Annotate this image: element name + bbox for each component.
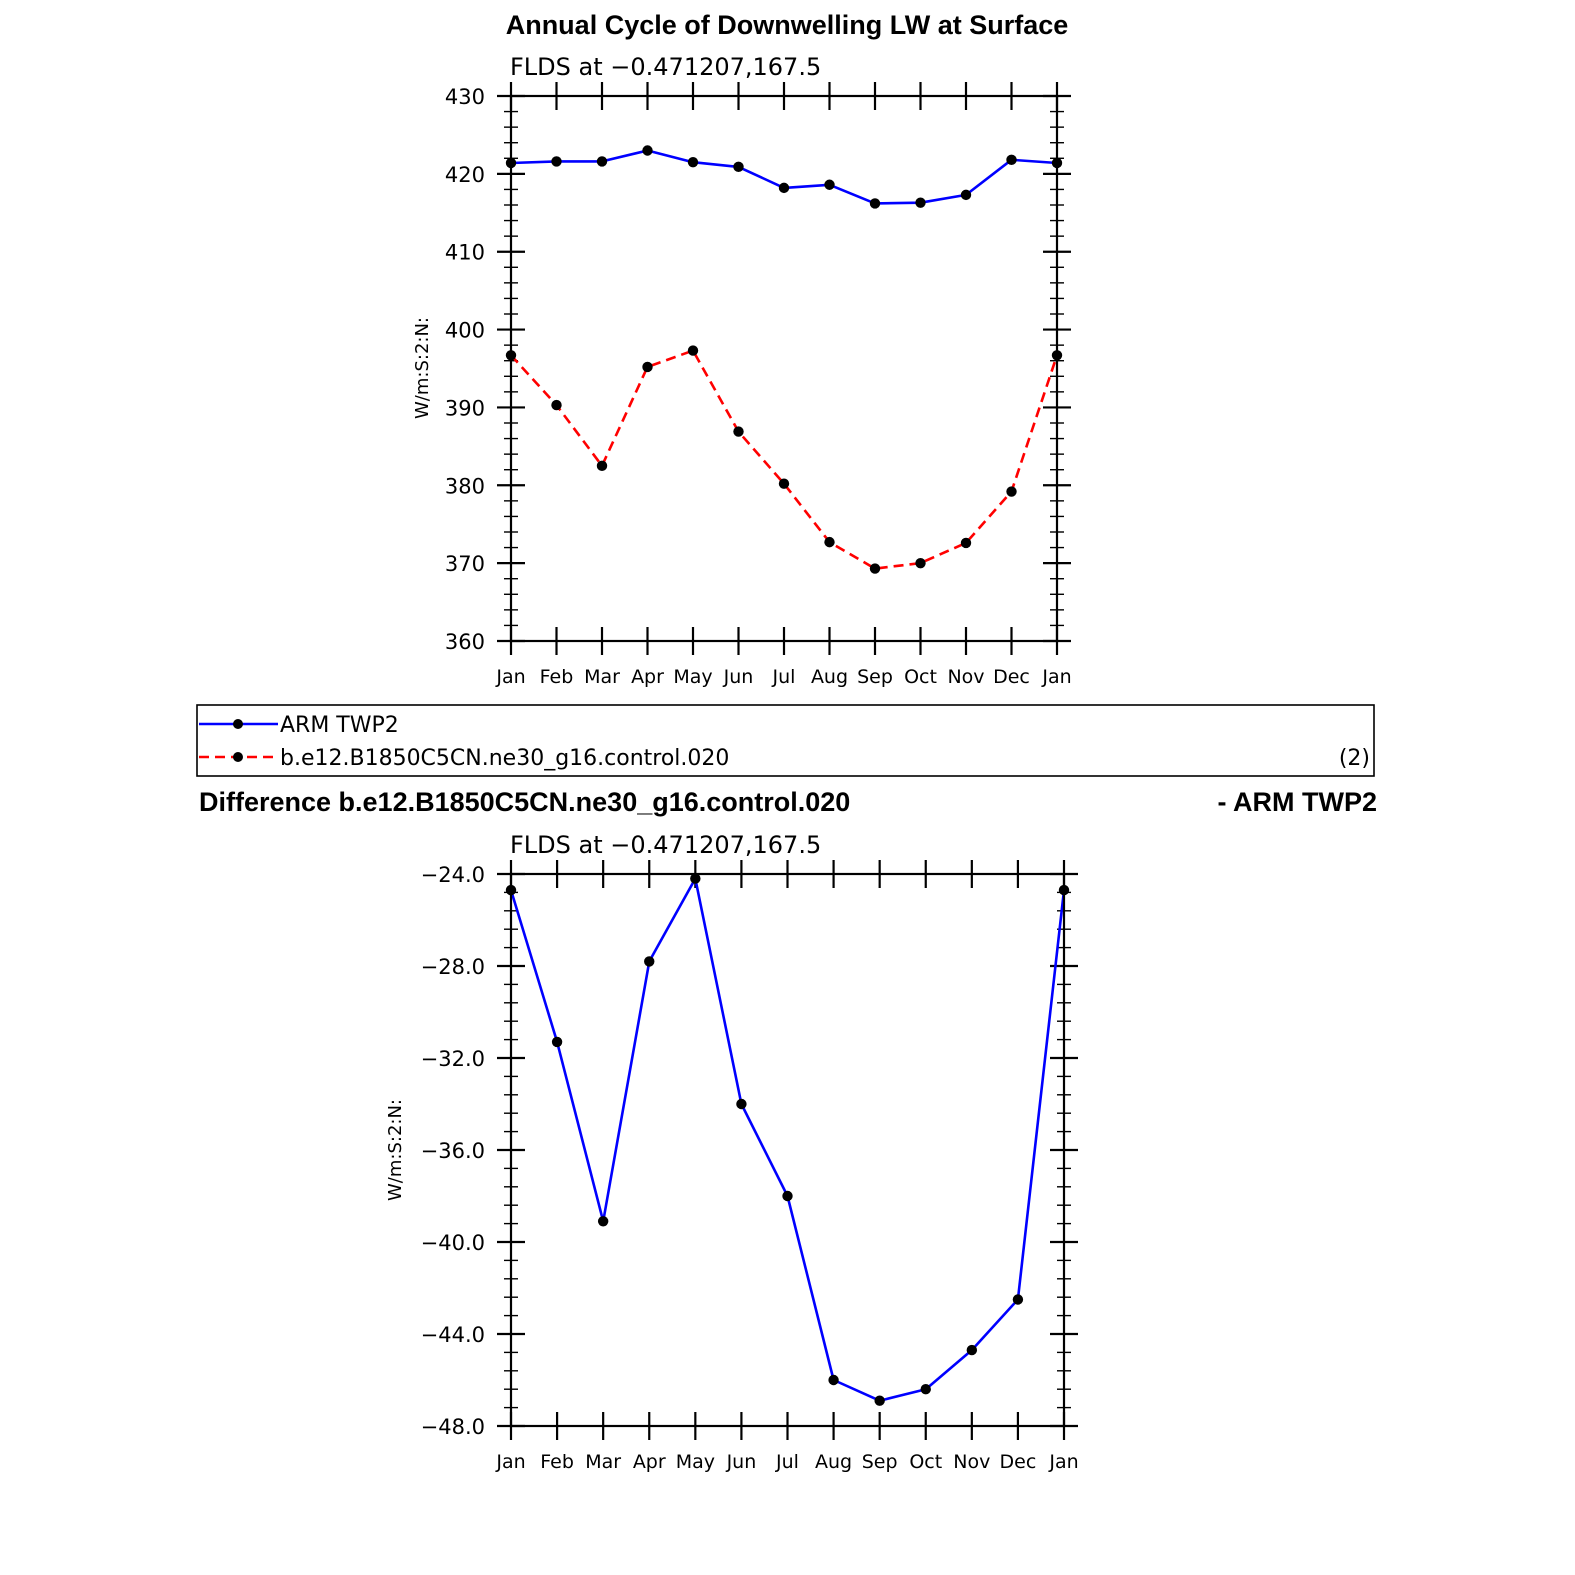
top-chart-series-1-point [960,537,972,549]
top-chart-series-0-point [687,156,699,168]
top-chart-xtick-label: Nov [947,666,984,688]
top-chart-xtick-label: Feb [540,666,574,688]
top-chart-xtick-label: Oct [904,666,937,688]
top-chart-frame [509,94,1059,643]
bottom-chart-title-left: Difference b.e12.B1850C5CN.ne30_g16.cont… [199,787,850,817]
top-chart-series-0-point [1006,154,1017,166]
bottom-chart-xtick-label: Mar [585,1451,621,1473]
bottom-chart-series-0-point [597,1216,609,1227]
top-chart-xtick-label: Jan [1041,666,1071,688]
top-chart-xtick-label: May [673,666,712,688]
bottom-chart-subtitle: FLDS at −0.471207,167.5 [510,831,821,859]
bottom-chart-xtick-label: Oct [909,1451,942,1473]
bottom-chart-ytick-label: −44.0 [421,1323,485,1347]
top-chart-ylabel: W/m:S:2:N: [412,317,433,419]
top-chart-ytick-label: 360 [445,630,485,654]
bottom-chart-series-line-0 [509,877,1066,1402]
legend-label-model: b.e12.B1850C5CN.ne30_g16.control.020 [280,746,729,771]
bottom-chart-ytick-label: −28.0 [421,955,485,979]
bottom-chart-xtick-label: Jul [775,1451,799,1473]
top-chart-series [505,145,1063,574]
top-chart-series-0-point [778,182,790,194]
bottom-chart-ytick-label: −32.0 [421,1047,485,1071]
top-chart-series-0-point [915,197,926,208]
top-chart-xtick-label: Jul [772,666,796,688]
bottom-chart-series [505,873,1070,1406]
top-chart-series-0-point [824,179,835,190]
top-chart-subtitle: FLDS at −0.471207,167.5 [510,53,821,81]
bottom-chart-series-0-point [551,1036,563,1048]
top-chart-series-0-point [596,156,608,167]
bottom-chart-ylabel: W/m:S:2:N: [385,1099,406,1201]
bottom-chart-series-0-point [874,1395,885,1406]
top-chart-series-0-point [551,156,562,167]
bottom-chart-series-0-point [782,1190,793,1202]
top-chart-series-0-point [642,145,653,156]
bottom-chart-xtick-label: Jun [726,1451,757,1473]
bottom-chart-xtick-label: Dec [1000,1451,1037,1473]
top-chart-series-1-point [915,557,926,569]
bottom-chart-series-0-point [736,1098,747,1110]
top-chart-xtick-label: Mar [584,666,620,688]
bottom-chart-xtick-label: Jan [495,1451,525,1473]
bottom-chart-ytick-label: −36.0 [421,1139,485,1163]
bottom-chart-frame [509,872,1066,1428]
bottom-chart-series-0-point [644,956,655,967]
top-chart-series-1-point [869,563,881,574]
top-chart-ytick-label: 410 [445,241,485,265]
legend-frame [196,704,1375,777]
top-chart-ytick-label: 430 [445,85,485,109]
top-chart-series-1-point [551,399,562,411]
top-chart-xtick-label: Jun [723,666,754,688]
top-chart-xtick-label: Sep [857,666,893,688]
bottom-chart-series-0-point [920,1384,931,1395]
bottom-chart-ticks: −48.0 −44.0 −40.0 −36.0 −32.0 −28.0 −24.0 Jan Fe… [421,860,1079,1473]
top-chart: FLDS at −0.471207,167.5 W/m:S:2:N: 360 37… [412,53,1072,688]
top-chart-series-0-point [960,189,972,201]
top-chart-ytick-label: 400 [445,319,485,343]
bottom-chart-ytick-label: −24.0 [421,863,485,887]
legend-marker-model [233,752,243,762]
bottom-chart-series-0-point [690,873,701,884]
bottom-chart-ytick-label: −48.0 [421,1415,485,1439]
top-chart-ytick-label: 390 [445,396,485,420]
top-chart-series-line-0 [510,149,1058,205]
top-chart-series-1-point [642,361,653,373]
bottom-chart-title-right: - ARM TWP2 [1218,787,1377,817]
legend-count: (2) [1339,746,1370,771]
top-chart-series-0-point [733,161,744,173]
bottom-chart-xtick-label: May [676,1451,715,1473]
top-chart-series-1-point [596,460,608,472]
bottom-chart-xtick-label: Feb [540,1451,574,1473]
top-chart-series-1-point [778,478,790,489]
bottom-chart-series-0-point [966,1344,978,1356]
top-chart-title: Annual Cycle of Downwelling LW at Surfac… [506,10,1069,40]
bottom-chart-xtick-label: Nov [953,1451,990,1473]
top-chart-series-1-point [1006,486,1017,497]
bottom-chart-xtick-label: Apr [633,1451,666,1473]
top-chart-series-1-point [733,426,744,437]
top-chart-ytick-label: 380 [445,474,485,498]
bottom-chart-xtick-label: Sep [862,1451,898,1473]
top-chart-series-0-point [869,198,881,209]
top-chart-xtick-label: Apr [631,666,664,688]
top-chart-xtick-label: Dec [993,666,1030,688]
top-chart-series-1-point [824,536,835,548]
top-chart-series-line-1 [510,349,1059,570]
bottom-chart: FLDS at −0.471207,167.5 W/m:S:2:N: −48.0… [385,831,1079,1473]
legend-marker-obs [233,719,243,729]
top-chart-series-1-point [687,345,699,356]
legend-label-obs: ARM TWP2 [280,713,399,738]
bottom-chart-xtick-label: Jan [1048,1451,1078,1473]
bottom-chart-xtick-label: Aug [815,1451,852,1473]
bottom-chart-series-0-point [828,1374,839,1386]
bottom-chart-ytick-label: −40.0 [421,1231,485,1255]
top-chart-ytick-label: 370 [445,552,485,576]
top-chart-ytick-label: 420 [445,163,485,187]
legend: ARM TWP2 b.e12.B1850C5CN.ne30_g16.contro… [196,704,1375,777]
top-chart-xtick-label: Jan [495,666,525,688]
top-chart-xtick-label: Aug [811,666,848,688]
bottom-chart-series-0-point [1012,1294,1024,1305]
